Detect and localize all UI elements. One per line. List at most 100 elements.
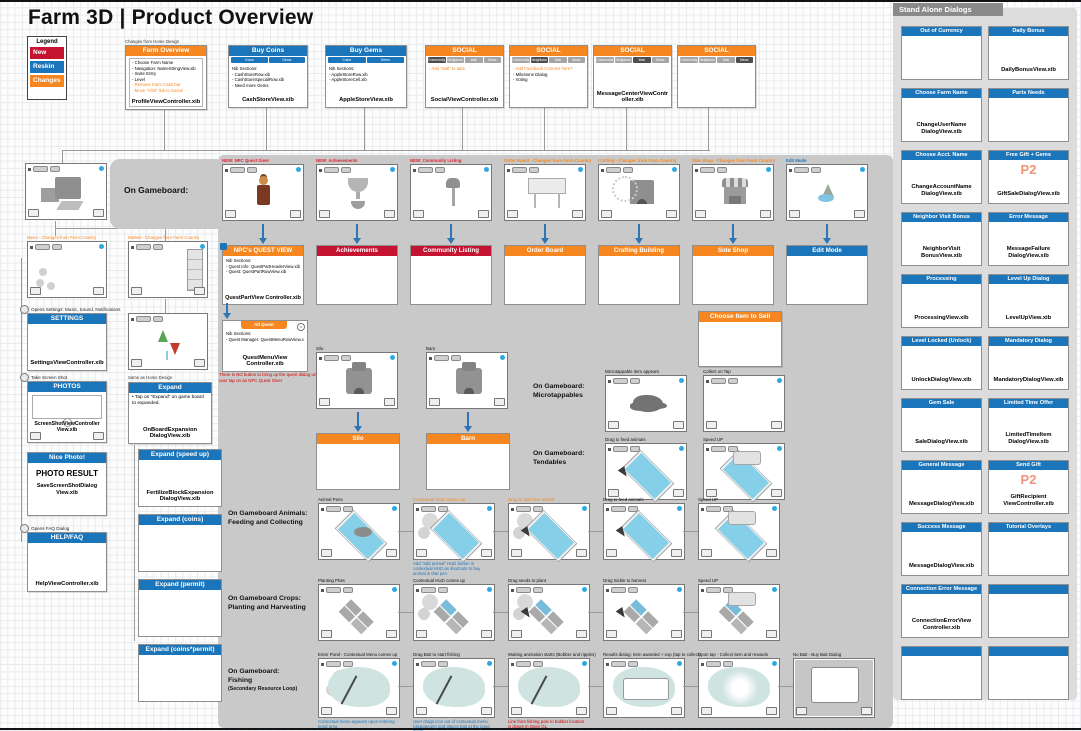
dialog-card[interactable]: Neighbor Visit Bonus NeighborVisit Bonus… (901, 212, 982, 266)
corner-button[interactable] (706, 421, 717, 429)
dialog-card[interactable]: General Message MessageDialogView.xib (901, 460, 982, 514)
step-screen[interactable] (318, 658, 400, 718)
board-axes-screen[interactable] (128, 313, 208, 370)
feature-dialog-card[interactable]: Side Shop (692, 245, 774, 305)
corner-button[interactable] (695, 210, 706, 218)
corner-button[interactable] (319, 210, 330, 218)
help-faq-card[interactable]: HELP/FAQ HelpViewController.xib (27, 532, 107, 592)
step-screen[interactable] (508, 503, 590, 560)
corner-button[interactable] (478, 210, 489, 218)
tab[interactable]: News (567, 57, 585, 63)
tab[interactable]: Community (596, 57, 614, 63)
feature-screen[interactable] (598, 164, 680, 221)
corner-button[interactable] (384, 398, 395, 406)
tab[interactable]: Coins (231, 57, 268, 63)
tab[interactable]: Mail (717, 57, 735, 63)
corner-button[interactable] (673, 421, 684, 429)
corner-button[interactable] (93, 432, 104, 440)
step-screen[interactable] (698, 584, 780, 641)
step-screen[interactable] (698, 503, 780, 560)
photos-card[interactable]: PHOTOS ScreenShotViewController View.xib (27, 381, 107, 443)
tab[interactable]: Community (428, 57, 446, 63)
tab[interactable]: Mail (465, 57, 483, 63)
corner-button[interactable] (386, 707, 397, 715)
menu-screen[interactable] (27, 241, 107, 298)
tab[interactable]: Neighbors (530, 57, 548, 63)
dialog-card[interactable]: Limited Time Offer LimitedTimeItem Dialo… (988, 398, 1069, 452)
corner-button[interactable] (601, 210, 612, 218)
corner-button[interactable] (321, 707, 332, 715)
corner-button[interactable] (861, 707, 872, 715)
feature-dialog-card[interactable]: Edit Mode (786, 245, 868, 305)
step-screen[interactable] (413, 503, 495, 560)
dialog-card[interactable]: Success Message MessageDialogView.xib (901, 522, 982, 576)
question-icon[interactable] (20, 524, 29, 533)
corner-button[interactable] (606, 549, 617, 557)
corner-button[interactable] (131, 287, 142, 295)
dialog-card[interactable]: Parts Needs (988, 88, 1069, 142)
buy-gems-card[interactable]: Buy Gems Coins Gems Nib Sections: - AppleS… (325, 45, 407, 108)
corner-button[interactable] (494, 398, 505, 406)
corner-button[interactable] (416, 549, 427, 557)
corner-button[interactable] (606, 630, 617, 638)
feature-screen[interactable] (222, 164, 304, 221)
dialog-card[interactable] (901, 646, 982, 700)
corner-button[interactable] (481, 707, 492, 715)
gear-icon[interactable] (20, 305, 29, 314)
feature-dialog-card[interactable]: Crafting Building (598, 245, 680, 305)
shutter-icon[interactable] (63, 418, 72, 427)
corner-button[interactable] (413, 210, 424, 218)
social-card[interactable]: SOCIAL Community Neighbors Mail News - Add … (509, 45, 588, 108)
buy-coins-card[interactable]: Buy Coins Coins Gems Nib Sections: - CashS… (228, 45, 308, 108)
corner-button[interactable] (194, 287, 205, 295)
corner-button[interactable] (766, 707, 777, 715)
corner-button[interactable] (429, 398, 440, 406)
dialog-card[interactable]: Mandatory Dialog MandatoryDialogView.xib (988, 336, 1069, 390)
social-card[interactable]: SOCIAL Community Neighbors Mail News - Add … (425, 45, 504, 108)
dialog-card[interactable]: Out of Currency (901, 26, 982, 80)
gameboard-screen[interactable] (25, 163, 107, 220)
all-quest-tab[interactable]: All Quest (241, 321, 287, 329)
dialog-card[interactable]: Processing ProcessingView.xib (901, 274, 982, 328)
corner-button[interactable] (666, 210, 677, 218)
step-screen[interactable] (698, 658, 780, 718)
corner-button[interactable] (511, 630, 522, 638)
tab[interactable]: Coins (328, 57, 366, 63)
dialog-card[interactable] (988, 584, 1069, 638)
feature-screen[interactable] (786, 164, 868, 221)
tab[interactable]: Mail (549, 57, 567, 63)
corner-button[interactable] (481, 549, 492, 557)
corner-button[interactable] (481, 630, 492, 638)
tab[interactable]: Gems (268, 57, 305, 63)
step-screen[interactable] (603, 658, 685, 718)
corner-button[interactable] (386, 630, 397, 638)
corner-button[interactable] (572, 210, 583, 218)
expand-variant-card[interactable]: Expand (coins*permit) (138, 644, 222, 702)
expand-card[interactable]: Expand • Tap on "Expand" on game board t… (128, 382, 212, 444)
expand-variant-card[interactable]: Expand (coins) (138, 514, 222, 572)
step-screen[interactable] (703, 443, 785, 500)
corner-button[interactable] (194, 359, 205, 367)
step-screen[interactable] (318, 584, 400, 641)
corner-button[interactable] (225, 210, 236, 218)
tab[interactable]: Neighbors (698, 57, 716, 63)
expand-variant-card[interactable]: Expand (speed up) FertilizeBlockExpansio… (138, 449, 222, 507)
feature-screen[interactable] (504, 164, 586, 221)
corner-button[interactable] (93, 287, 104, 295)
corner-button[interactable] (290, 210, 301, 218)
photo-result-card[interactable]: Nice Photo! PHOTO RESULT SaveScreenShotD… (27, 452, 107, 516)
corner-button[interactable] (760, 210, 771, 218)
farm-overview-card[interactable]: Farm Overview - Choose Farm Name - Naviga… (125, 45, 207, 110)
silo-dialog-card[interactable]: Silo (316, 433, 400, 490)
dialog-card[interactable]: Tutorial Overlays (988, 522, 1069, 576)
choose-item-to-sell-card[interactable]: Choose Item to Sell (698, 311, 782, 367)
corner-button[interactable] (511, 549, 522, 557)
corner-button[interactable] (701, 707, 712, 715)
corner-button[interactable] (606, 707, 617, 715)
feature-dialog-card[interactable]: Community Listing (410, 245, 492, 305)
dialog-card[interactable]: Connection Error Message ConnectionError… (901, 584, 982, 638)
corner-button[interactable] (771, 421, 782, 429)
feature-screen[interactable] (692, 164, 774, 221)
tab[interactable]: News (651, 57, 669, 63)
corner-button[interactable] (766, 549, 777, 557)
